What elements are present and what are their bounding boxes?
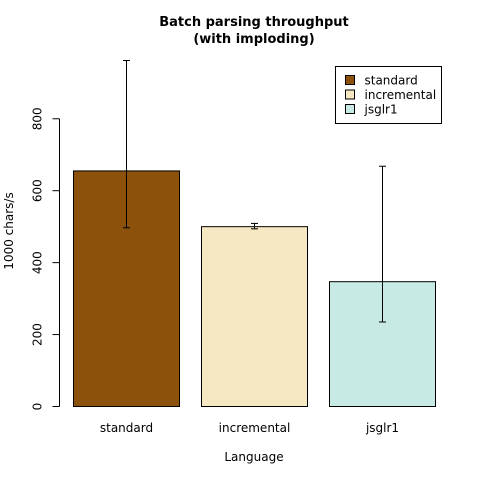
x-tick-label: standard <box>100 421 153 435</box>
x-axis-label: Language <box>224 450 283 464</box>
legend-swatch-standard <box>345 75 355 85</box>
y-axis: 0 200 400 600 800 <box>31 107 60 410</box>
legend-swatch-incremental <box>345 89 355 100</box>
legend-label: standard <box>365 74 418 88</box>
x-tick-label: jsglr1 <box>365 421 399 435</box>
legend-swatch-jsglr1 <box>345 104 355 114</box>
chart-title-line-2: (with imploding) <box>193 32 314 47</box>
y-tick-label: 600 <box>31 179 45 202</box>
error-bars-group <box>123 60 386 323</box>
y-tick-label: 0 <box>31 403 45 411</box>
x-tick-labels: standard incremental jsglr1 <box>100 421 399 435</box>
x-tick-label: incremental <box>219 421 291 435</box>
bar-incremental <box>201 226 308 407</box>
chart-title-line-1: Batch parsing throughput <box>159 15 349 30</box>
legend-label: jsglr1 <box>364 103 398 117</box>
y-tick-label: 800 <box>31 107 45 130</box>
y-axis-label: 1000 chars/s <box>2 192 16 269</box>
legend-label: incremental <box>365 88 437 102</box>
y-tick-label: 200 <box>31 323 45 346</box>
y-tick-label: 400 <box>31 251 45 274</box>
bars-group <box>73 170 436 408</box>
